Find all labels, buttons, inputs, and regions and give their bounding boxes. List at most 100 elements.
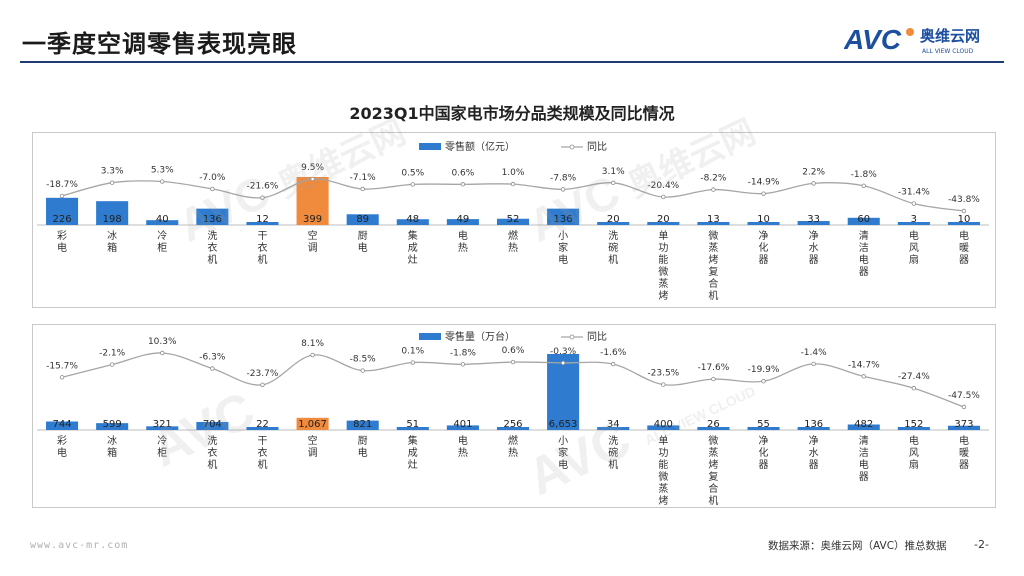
yoy-label-9: 1.0% bbox=[502, 168, 525, 178]
yoy-point-5 bbox=[310, 352, 315, 358]
legend-label-bar: 零售额（亿元） bbox=[445, 140, 515, 153]
bar-17 bbox=[897, 427, 930, 430]
legend-label-bar: 零售量（万台） bbox=[445, 330, 515, 343]
bar-16 bbox=[847, 424, 880, 430]
yoy-point-2 bbox=[160, 350, 165, 356]
bar-13 bbox=[697, 427, 730, 430]
category-label-14: 净化器 bbox=[759, 229, 769, 266]
value-label-4: 22 bbox=[256, 419, 269, 430]
retail-volume-panel: 零售量（万台） 同比 -15.7% -2.1% 10.3% -6.3% -23.7% 8.1%… bbox=[32, 324, 996, 508]
value-label-17: 3 bbox=[911, 214, 917, 225]
yoy-point-3 bbox=[210, 186, 215, 192]
yoy-point-1 bbox=[109, 180, 115, 185]
yoy-point-3 bbox=[210, 366, 215, 371]
value-label-16: 482 bbox=[854, 419, 873, 430]
category-label-8: 电热 bbox=[458, 229, 468, 254]
yoy-label-3: -7.0% bbox=[199, 173, 226, 183]
value-label-3: 704 bbox=[203, 419, 222, 430]
yoy-label-17: -27.4% bbox=[898, 372, 930, 382]
category-label-5: 空调 bbox=[308, 229, 318, 254]
yoy-point-12 bbox=[661, 194, 666, 200]
yoy-point-8 bbox=[460, 362, 466, 367]
yoy-label-1: -2.1% bbox=[99, 349, 126, 359]
yoy-point-9 bbox=[510, 359, 516, 365]
yoy-point-13 bbox=[711, 376, 716, 382]
yoy-point-2 bbox=[160, 179, 165, 184]
bar-9 bbox=[496, 427, 530, 430]
category-label-16: 清洁电器 bbox=[859, 434, 869, 483]
legend-label-line: 同比 bbox=[587, 141, 607, 153]
legend-swatch-bar bbox=[419, 333, 441, 340]
page-number: -2- bbox=[974, 538, 989, 551]
bar-4 bbox=[246, 427, 279, 430]
yoy-label-11: 3.1% bbox=[602, 167, 625, 177]
yoy-point-11 bbox=[611, 361, 616, 367]
avc-logo: AVC 奥维云网 ALL VIEW CLOUD bbox=[844, 24, 980, 55]
yoy-label-1: 3.3% bbox=[101, 167, 124, 177]
yoy-label-18: -43.8% bbox=[948, 195, 980, 205]
value-label-6: 821 bbox=[353, 419, 372, 430]
category-label-17: 电风扇 bbox=[909, 434, 919, 471]
category-label-2: 冷柜 bbox=[157, 434, 167, 459]
value-label-11: 34 bbox=[607, 419, 620, 430]
yoy-point-18 bbox=[961, 208, 967, 214]
yoy-label-7: 0.1% bbox=[401, 347, 424, 357]
bar-6 bbox=[346, 214, 379, 225]
category-label-10: 小家电 bbox=[558, 230, 568, 266]
category-label-0: 彩电 bbox=[57, 230, 67, 254]
category-label-6: 厨电 bbox=[358, 435, 368, 459]
category-label-0: 彩电 bbox=[57, 435, 67, 459]
yoy-point-12 bbox=[661, 382, 666, 387]
bar-18 bbox=[947, 222, 980, 225]
category-label-15: 净水器 bbox=[809, 434, 819, 471]
category-label-6: 厨电 bbox=[358, 230, 368, 254]
bar-7 bbox=[396, 427, 429, 430]
yoy-label-15: -1.4% bbox=[801, 348, 828, 358]
value-label-12: 400 bbox=[654, 419, 673, 430]
category-label-3: 洗衣机 bbox=[207, 230, 217, 266]
retail-volume-chart: 零售量（万台） 同比 -15.7% -2.1% 10.3% -6.3% -23.7% 8.1%… bbox=[37, 330, 989, 507]
yoy-label-2: 10.3% bbox=[148, 337, 177, 347]
bar-8 bbox=[446, 219, 479, 225]
value-label-7: 51 bbox=[406, 419, 419, 430]
yoy-label-14: -14.9% bbox=[748, 178, 780, 188]
yoy-point-15 bbox=[811, 181, 816, 186]
category-label-5: 空调 bbox=[308, 434, 318, 459]
yoy-point-7 bbox=[410, 360, 415, 365]
value-label-17: 152 bbox=[904, 419, 923, 430]
bar-0 bbox=[46, 421, 79, 430]
category-label-12: 单功能微蒸烤 bbox=[658, 230, 668, 302]
bar-1 bbox=[96, 201, 129, 225]
yoy-point-8 bbox=[460, 182, 466, 187]
category-label-1: 冰箱 bbox=[107, 434, 117, 459]
bar-12 bbox=[647, 425, 680, 430]
data-source-note: 数据来源：奥维云网（AVC）推总数据 bbox=[768, 540, 947, 552]
value-label-9: 52 bbox=[507, 214, 520, 225]
value-label-2: 40 bbox=[156, 214, 169, 225]
value-label-6: 89 bbox=[356, 214, 369, 225]
category-label-18: 电暖器 bbox=[959, 434, 969, 471]
value-label-11: 20 bbox=[607, 214, 620, 225]
bar-5 bbox=[296, 177, 329, 225]
yoy-point-6 bbox=[360, 368, 365, 373]
yoy-label-4: -23.7% bbox=[247, 369, 279, 379]
category-label-13: 微蒸烤复合机 bbox=[708, 434, 718, 507]
bar-13 bbox=[697, 222, 730, 225]
category-label-9: 燃热 bbox=[508, 229, 518, 254]
yoy-label-14: -19.9% bbox=[748, 365, 780, 375]
yoy-label-2: 5.3% bbox=[151, 166, 174, 176]
yoy-label-10: -7.8% bbox=[550, 173, 577, 183]
bar-12 bbox=[647, 222, 680, 225]
bar-2 bbox=[146, 220, 179, 225]
bar-11 bbox=[597, 427, 630, 430]
category-label-3: 洗衣机 bbox=[207, 435, 217, 471]
value-label-1: 599 bbox=[103, 419, 122, 430]
value-label-16: 60 bbox=[857, 214, 870, 225]
value-label-13: 13 bbox=[707, 214, 720, 225]
value-label-0: 226 bbox=[53, 214, 72, 225]
value-label-7: 48 bbox=[406, 214, 419, 225]
value-label-13: 26 bbox=[707, 419, 720, 430]
yoy-label-10: -0.3% bbox=[550, 347, 577, 357]
value-label-3: 136 bbox=[203, 214, 222, 225]
yoy-label-3: -6.3% bbox=[199, 353, 226, 363]
